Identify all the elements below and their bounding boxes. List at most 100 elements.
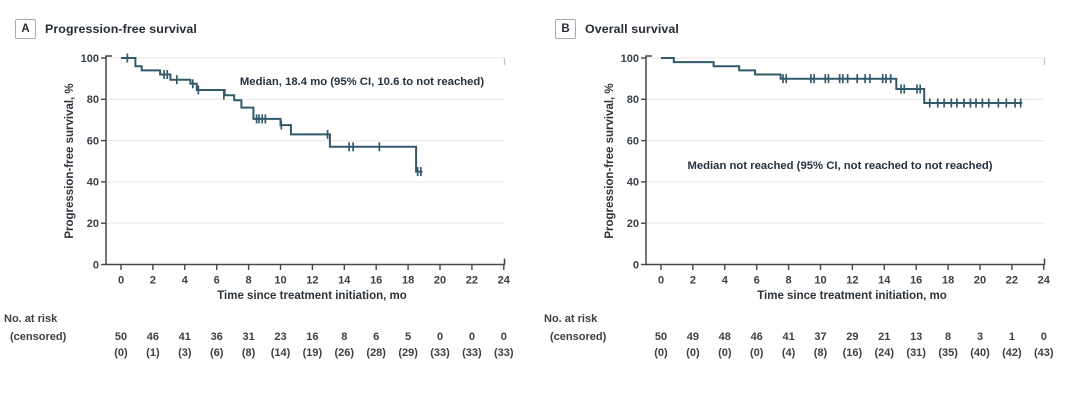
x-tick-label: 22 bbox=[1006, 275, 1018, 287]
x-tick-label: 18 bbox=[402, 275, 414, 287]
x-tick-label: 8 bbox=[246, 275, 252, 287]
median-annotation: Median not reached (95% CI, not reached … bbox=[687, 160, 992, 172]
x-tick-label: 6 bbox=[214, 275, 220, 287]
x-tick-label: 10 bbox=[274, 275, 286, 287]
x-axis-title: Time since treatment initiation, mo bbox=[217, 290, 407, 302]
x-tick-label: 8 bbox=[786, 275, 792, 287]
censored-count: (31) bbox=[906, 347, 926, 359]
y-tick-label: 100 bbox=[81, 53, 99, 65]
risk-count: 46 bbox=[147, 331, 159, 343]
risk-count: 1 bbox=[1009, 331, 1015, 343]
risk-count: 0 bbox=[1041, 331, 1047, 343]
x-tick-label: 22 bbox=[466, 275, 478, 287]
censored-count: (0) bbox=[718, 347, 732, 359]
risk-count: 6 bbox=[373, 331, 379, 343]
x-tick-label: 24 bbox=[1038, 275, 1051, 287]
risk-count: 31 bbox=[242, 331, 254, 343]
x-tick-label: 14 bbox=[878, 275, 891, 287]
x-tick-label: 6 bbox=[754, 275, 760, 287]
x-axis-title: Time since treatment initiation, mo bbox=[757, 290, 947, 302]
risk-count: 46 bbox=[751, 331, 763, 343]
censored-count: (6) bbox=[210, 347, 224, 359]
km-step-curve bbox=[121, 57, 423, 173]
censored-count: (33) bbox=[462, 347, 482, 359]
x-tick-label: 16 bbox=[370, 275, 382, 287]
y-tick-label: 80 bbox=[87, 94, 99, 106]
censored-count: (29) bbox=[398, 347, 418, 359]
panel-a-header: A Progression-free survival bbox=[15, 19, 197, 39]
censored-count: (16) bbox=[843, 347, 863, 359]
y-tick-label: 40 bbox=[627, 177, 639, 189]
y-tick-label: 20 bbox=[87, 218, 99, 230]
risk-count: 0 bbox=[469, 331, 475, 343]
censored-count: (43) bbox=[1034, 347, 1054, 359]
y-tick-label: 60 bbox=[87, 135, 99, 147]
x-tick-label: 18 bbox=[942, 275, 954, 287]
os-kaplan-meier-chart: 020406080100050(0)249(0)448(0)646(0)841(… bbox=[544, 53, 1054, 359]
risk-count: 5 bbox=[405, 331, 411, 343]
panel-b-header: B Overall survival bbox=[555, 19, 679, 39]
risk-count: 36 bbox=[211, 331, 223, 343]
risk-count: 13 bbox=[910, 331, 922, 343]
risk-count: 37 bbox=[814, 331, 826, 343]
y-tick-label: 40 bbox=[87, 177, 99, 189]
censored-table-label: (censored) bbox=[10, 331, 67, 343]
y-tick-label: 0 bbox=[93, 259, 99, 271]
y-tick-label: 0 bbox=[633, 259, 639, 271]
censored-count: (35) bbox=[938, 347, 958, 359]
risk-count: 48 bbox=[719, 331, 731, 343]
censored-count: (33) bbox=[494, 347, 514, 359]
censored-count: (4) bbox=[782, 347, 796, 359]
y-tick-label: 80 bbox=[627, 94, 639, 106]
censored-count: (26) bbox=[335, 347, 355, 359]
x-tick-label: 2 bbox=[690, 275, 696, 287]
panel-progression-free-survival: A Progression-free survival 0 20 40 60 80 100… bbox=[4, 19, 514, 359]
pfs-kaplan-meier-chart: 020406080100050(0)246(1)441(3)636(6)831(… bbox=[4, 53, 514, 359]
risk-count: 50 bbox=[655, 331, 667, 343]
x-tick-label: 0 bbox=[658, 275, 664, 287]
censored-count: (42) bbox=[1002, 347, 1022, 359]
risk-count: 41 bbox=[179, 331, 191, 343]
y-axis-title: Progression-free survival, % bbox=[604, 83, 616, 238]
risk-count: 23 bbox=[274, 331, 286, 343]
x-tick-label: 12 bbox=[846, 275, 858, 287]
y-tick-label: 20 bbox=[627, 218, 639, 230]
y-tick-label: 60 bbox=[627, 135, 639, 147]
censored-count: (0) bbox=[750, 347, 764, 359]
panel-b-title: Overall survival bbox=[585, 22, 679, 36]
censored-count: (40) bbox=[970, 347, 990, 359]
x-tick-label: 10 bbox=[814, 275, 826, 287]
panel-a-title: Progression-free survival bbox=[45, 22, 197, 36]
panel-overall-survival: B Overall survival 0 20 40 60 80 100 0 50 (0) 2 49… bbox=[540, 0, 1080, 400]
risk-count: 0 bbox=[437, 331, 443, 343]
x-tick-label: 20 bbox=[974, 275, 986, 287]
x-tick-label: 14 bbox=[338, 275, 351, 287]
median-annotation: Median, 18.4 mo (95% CI, 10.6 to not rea… bbox=[240, 76, 484, 88]
risk-table-label: No. at risk bbox=[4, 313, 58, 325]
risk-count: 50 bbox=[115, 331, 127, 343]
x-tick-label: 24 bbox=[498, 275, 511, 287]
x-tick-label: 16 bbox=[910, 275, 922, 287]
censored-count: (0) bbox=[686, 347, 700, 359]
panel-a-label-box: A bbox=[15, 19, 36, 39]
censored-count: (3) bbox=[178, 347, 192, 359]
x-tick-label: 2 bbox=[150, 275, 156, 287]
censored-count: (19) bbox=[303, 347, 323, 359]
risk-count: 16 bbox=[306, 331, 318, 343]
risk-count: 8 bbox=[945, 331, 951, 343]
x-tick-label: 4 bbox=[722, 275, 729, 287]
x-tick-label: 20 bbox=[434, 275, 446, 287]
censored-count: (0) bbox=[114, 347, 128, 359]
censored-count: (8) bbox=[814, 347, 828, 359]
risk-count: 49 bbox=[687, 331, 699, 343]
censored-count: (0) bbox=[654, 347, 668, 359]
km-step-curve bbox=[661, 57, 1023, 104]
risk-count: 0 bbox=[501, 331, 507, 343]
x-tick-label: 0 bbox=[118, 275, 124, 287]
x-tick-label: 12 bbox=[306, 275, 318, 287]
risk-table-label: No. at risk bbox=[544, 313, 598, 325]
censored-count: (33) bbox=[430, 347, 450, 359]
risk-count: 3 bbox=[977, 331, 983, 343]
panel-b-label-box: B bbox=[555, 19, 576, 39]
